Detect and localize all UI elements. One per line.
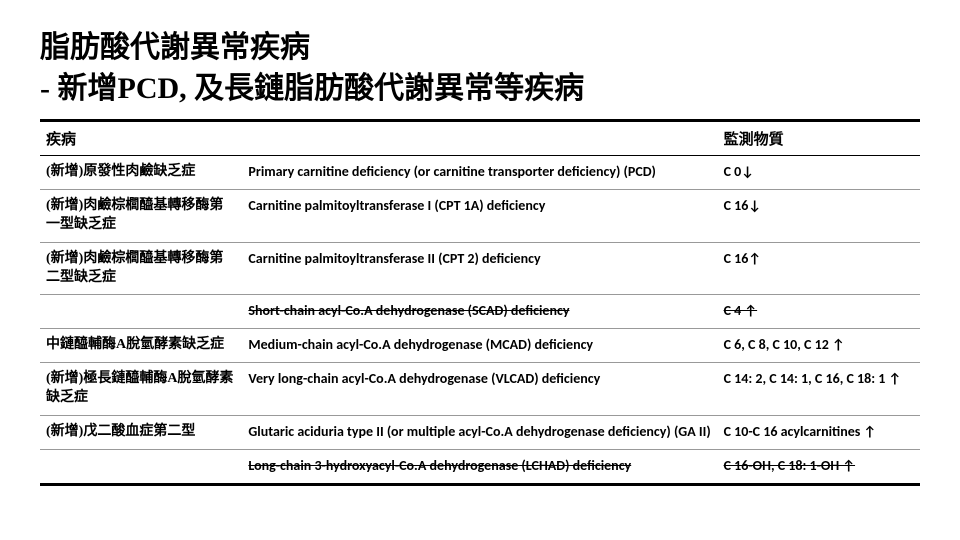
page-title: 脂肪酸代謝異常疾病 - 新增PCD, 及長鏈脂肪酸代謝異常等疾病 — [40, 28, 920, 109]
marker-value: C 4 ↑ — [718, 295, 920, 329]
table-row: Short-chain acyl-Co.A dehydrogenase (SCA… — [40, 295, 920, 329]
table-header-row: 疾病 監測物質 — [40, 121, 920, 156]
table-row: (新增)極長鏈醯輔酶A脫氫酵素缺乏症Very long-chain acyl-C… — [40, 363, 920, 416]
header-marker: 監測物質 — [718, 121, 920, 156]
marker-value: C 16-OH, C 18: 1-OH ↑ — [718, 449, 920, 484]
disease-name-en: Very long-chain acyl-Co.A dehydrogenase … — [242, 363, 717, 416]
disease-name-en: Carnitine palmitoyltransferase II (CPT 2… — [242, 242, 717, 295]
marker-value: C 14: 2, C 14: 1, C 16, C 18: 1 ↑ — [718, 363, 920, 416]
disease-name-en: Primary carnitine deficiency (or carniti… — [242, 156, 717, 190]
disease-name-en: Short-chain acyl-Co.A dehydrogenase (SCA… — [242, 295, 717, 329]
table-row: 中鏈醯輔酶A脫氫酵素缺乏症Medium-chain acyl-Co.A dehy… — [40, 329, 920, 363]
marker-value: C 0↓ — [718, 156, 920, 190]
disease-name-cn: 中鏈醯輔酶A脫氫酵素缺乏症 — [40, 329, 242, 363]
marker-value: C 16↓ — [718, 189, 920, 242]
table-row: (新增)肉鹼棕櫚醯基轉移酶第二型缺乏症Carnitine palmitoyltr… — [40, 242, 920, 295]
header-english — [242, 121, 717, 156]
marker-value: C 6, C 8, C 10, C 12 ↑ — [718, 329, 920, 363]
disease-name-cn — [40, 449, 242, 484]
disease-name-cn: (新增)肉鹼棕櫚醯基轉移酶第二型缺乏症 — [40, 242, 242, 295]
disease-name-en: Medium-chain acyl-Co.A dehydrogenase (MC… — [242, 329, 717, 363]
disease-name-en: Long-chain 3-hydroxyacyl-Co.A dehydrogen… — [242, 449, 717, 484]
title-line-1: 脂肪酸代謝異常疾病 — [40, 31, 310, 64]
disease-name-en: Carnitine palmitoyltransferase I (CPT 1A… — [242, 189, 717, 242]
table-row: (新增)戊二酸血症第二型Glutaric aciduria type II (o… — [40, 416, 920, 450]
header-disease: 疾病 — [40, 121, 242, 156]
disease-table: 疾病 監測物質 (新增)原發性肉鹼缺乏症Primary carnitine de… — [40, 119, 920, 486]
disease-name-cn: (新增)極長鏈醯輔酶A脫氫酵素缺乏症 — [40, 363, 242, 416]
disease-name-cn — [40, 295, 242, 329]
disease-name-cn: (新增)原發性肉鹼缺乏症 — [40, 156, 242, 190]
table-row: (新增)原發性肉鹼缺乏症Primary carnitine deficiency… — [40, 156, 920, 190]
title-line-2: - 新增PCD, 及長鏈脂肪酸代謝異常等疾病 — [40, 72, 584, 105]
table-row: Long-chain 3-hydroxyacyl-Co.A dehydrogen… — [40, 449, 920, 484]
marker-value: C 16↑ — [718, 242, 920, 295]
disease-name-cn: (新增)肉鹼棕櫚醯基轉移酶第一型缺乏症 — [40, 189, 242, 242]
disease-name-cn: (新增)戊二酸血症第二型 — [40, 416, 242, 450]
table-row: (新增)肉鹼棕櫚醯基轉移酶第一型缺乏症Carnitine palmitoyltr… — [40, 189, 920, 242]
disease-name-en: Glutaric aciduria type II (or multiple a… — [242, 416, 717, 450]
marker-value: C 10-C 16 acylcarnitines ↑ — [718, 416, 920, 450]
